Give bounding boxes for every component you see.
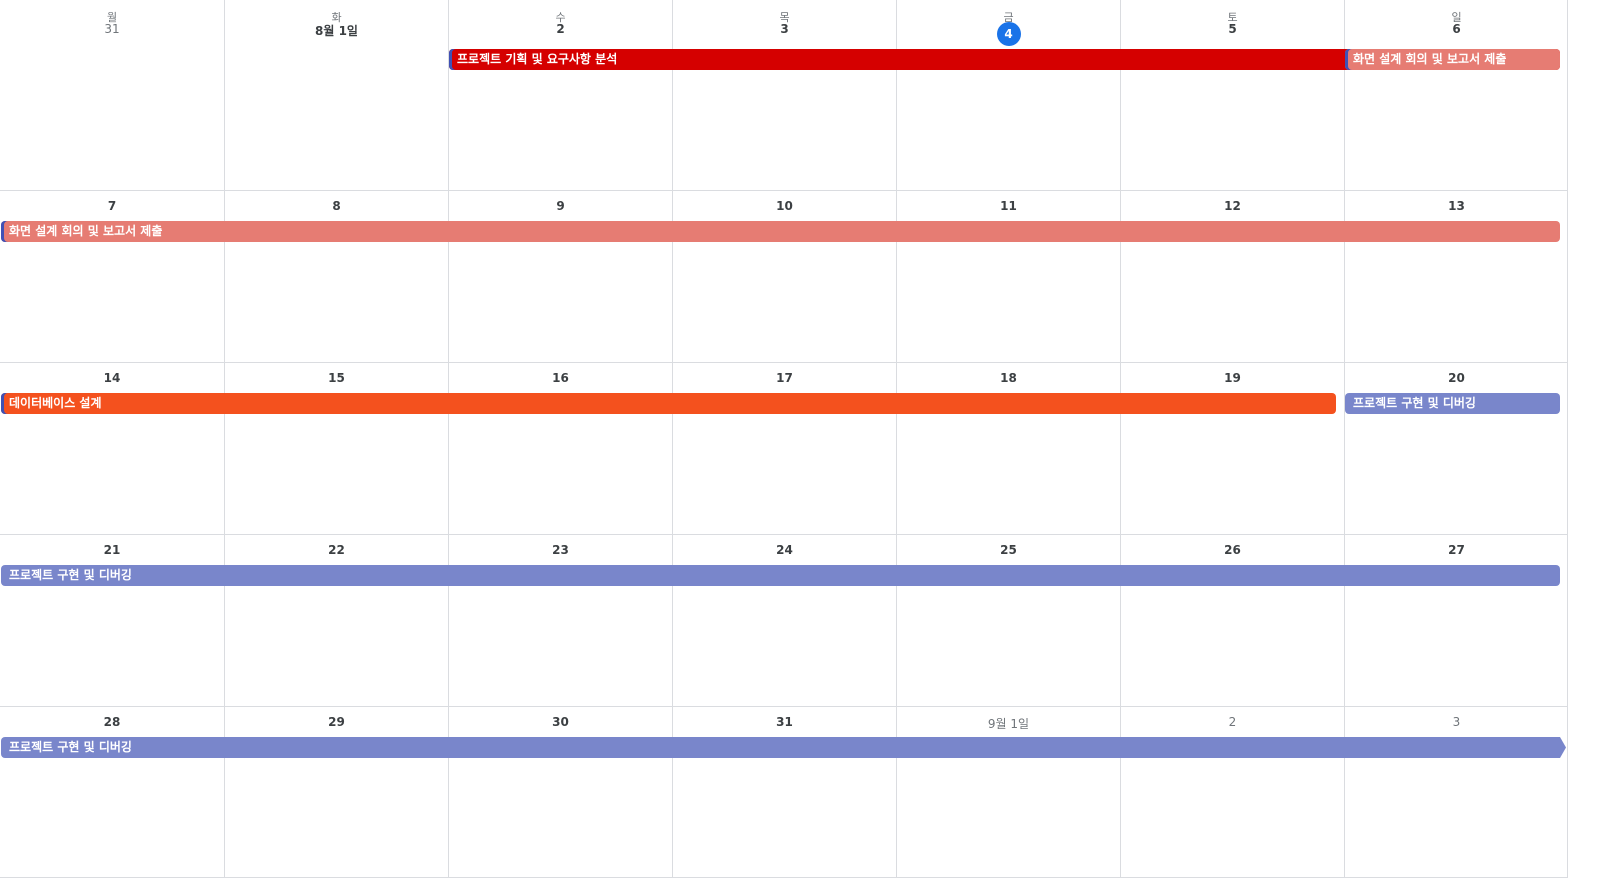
weekday-header: 월: [106, 11, 118, 24]
date-number[interactable]: 9월 1일: [987, 717, 1030, 731]
day-cell[interactable]: 14: [0, 363, 224, 534]
today-date-number[interactable]: 4: [996, 22, 1021, 46]
day-cell[interactable]: 31: [672, 707, 896, 878]
date-number[interactable]: 21: [103, 543, 121, 557]
day-cell[interactable]: 9: [448, 191, 672, 362]
date-number[interactable]: 5: [1228, 22, 1237, 36]
day-cell[interactable]: 3: [1344, 707, 1568, 878]
day-cell[interactable]: 22: [224, 535, 448, 706]
date-number[interactable]: 22: [328, 543, 345, 557]
weekday-header: 수: [555, 11, 566, 24]
date-number[interactable]: 24: [776, 543, 793, 557]
day-cell[interactable]: 29: [224, 707, 448, 878]
date-number[interactable]: 12: [1224, 199, 1241, 213]
date-number[interactable]: 31: [104, 22, 120, 36]
weekday-header: 금: [1003, 11, 1014, 24]
date-number[interactable]: 2: [556, 22, 565, 36]
day-cell[interactable]: 2: [1120, 707, 1344, 878]
day-cell[interactable]: 7: [0, 191, 224, 362]
day-cell[interactable]: 화 8월 1일: [224, 0, 448, 190]
event-chip[interactable]: 화면 설계 회의 및 보고서 제출: [1345, 49, 1560, 70]
day-cell[interactable]: 9월 1일: [896, 707, 1120, 878]
date-number[interactable]: 26: [1224, 543, 1241, 557]
day-cell[interactable]: 25: [896, 535, 1120, 706]
day-cell[interactable]: 24: [672, 535, 896, 706]
day-cell[interactable]: 11: [896, 191, 1120, 362]
day-cell[interactable]: 15: [224, 363, 448, 534]
date-number[interactable]: 14: [103, 371, 121, 385]
date-number[interactable]: 25: [1000, 543, 1017, 557]
day-cell[interactable]: 21: [0, 535, 224, 706]
week-row: 월 31 화 8월 1일 수 2 목 3 금 4 토 5 일 6 프로젝트 기획 및 요구사항 분석 화면 설…: [0, 0, 1568, 190]
event-chip[interactable]: 프로젝트 구현 및 디버깅: [1, 737, 1566, 758]
event-chip[interactable]: 프로젝트 구현 및 디버깅: [1, 565, 1560, 586]
date-number[interactable]: 19: [1224, 371, 1241, 385]
date-number[interactable]: 23: [552, 543, 569, 557]
weekday-header: 일: [1451, 11, 1462, 24]
date-number[interactable]: 9: [556, 199, 565, 213]
date-number[interactable]: 20: [1448, 371, 1465, 385]
date-number[interactable]: 16: [552, 371, 569, 385]
day-cell[interactable]: 19: [1120, 363, 1344, 534]
day-cell[interactable]: 16: [448, 363, 672, 534]
date-number[interactable]: 2: [1228, 715, 1237, 729]
day-cell[interactable]: 30: [448, 707, 672, 878]
date-number[interactable]: 11: [1000, 199, 1017, 213]
date-number[interactable]: 10: [776, 199, 793, 213]
day-cell[interactable]: 23: [448, 535, 672, 706]
day-cell[interactable]: 28: [0, 707, 224, 878]
date-number[interactable]: 17: [776, 371, 793, 385]
day-cell[interactable]: 18: [896, 363, 1120, 534]
event-chip[interactable]: 프로젝트 구현 및 디버깅: [1345, 393, 1560, 414]
date-number[interactable]: 29: [328, 715, 345, 729]
date-number[interactable]: 6: [1452, 22, 1461, 36]
date-number[interactable]: 3: [780, 22, 789, 36]
weekday-header: 토: [1227, 11, 1238, 24]
week-row: 28 29 30 31 9월 1일 2 3 프로젝트 구현 및 디버깅: [0, 706, 1568, 878]
week-row: 21 22 23 24 25 26 27 프로젝트 구현 및 디버깅: [0, 534, 1568, 706]
event-chip[interactable]: 화면 설계 회의 및 보고서 제출: [1, 221, 1560, 242]
month-grid: 월 31 화 8월 1일 수 2 목 3 금 4 토 5 일 6 프로젝트 기획 및 요구사항 분석 화면 설…: [0, 0, 1568, 878]
day-cell[interactable]: 월 31: [0, 0, 224, 190]
day-cell[interactable]: 17: [672, 363, 896, 534]
week-row: 14 15 16 17 18 19 20 데이터베이스 설계 프로젝트 구현 및 디버깅: [0, 362, 1568, 534]
date-number[interactable]: 13: [1448, 199, 1465, 213]
date-number[interactable]: 31: [776, 715, 793, 729]
date-number[interactable]: 30: [552, 715, 569, 729]
day-cell[interactable]: 12: [1120, 191, 1344, 362]
event-chip[interactable]: 프로젝트 기획 및 요구사항 분석: [449, 49, 1560, 70]
week-row: 7 8 9 10 11 12 13 화면 설계 회의 및 보고서 제출: [0, 190, 1568, 362]
day-cell[interactable]: 27: [1344, 535, 1568, 706]
day-cell[interactable]: 10: [672, 191, 896, 362]
day-cell[interactable]: 20: [1344, 363, 1568, 534]
date-number[interactable]: 3: [1452, 715, 1461, 729]
date-number[interactable]: 18: [1000, 371, 1017, 385]
day-cell[interactable]: 26: [1120, 535, 1344, 706]
date-number[interactable]: 8월 1일: [315, 24, 358, 38]
date-number[interactable]: 15: [328, 371, 345, 385]
date-number[interactable]: 28: [103, 715, 121, 729]
weekday-header: 목: [779, 11, 790, 24]
day-cell[interactable]: 13: [1344, 191, 1568, 362]
weekday-header: 화: [331, 11, 342, 24]
date-number[interactable]: 8: [332, 199, 341, 213]
day-cell[interactable]: 8: [224, 191, 448, 362]
date-number[interactable]: 27: [1448, 543, 1465, 557]
date-number[interactable]: 7: [107, 199, 117, 213]
event-chip[interactable]: 데이터베이스 설계: [1, 393, 1336, 414]
